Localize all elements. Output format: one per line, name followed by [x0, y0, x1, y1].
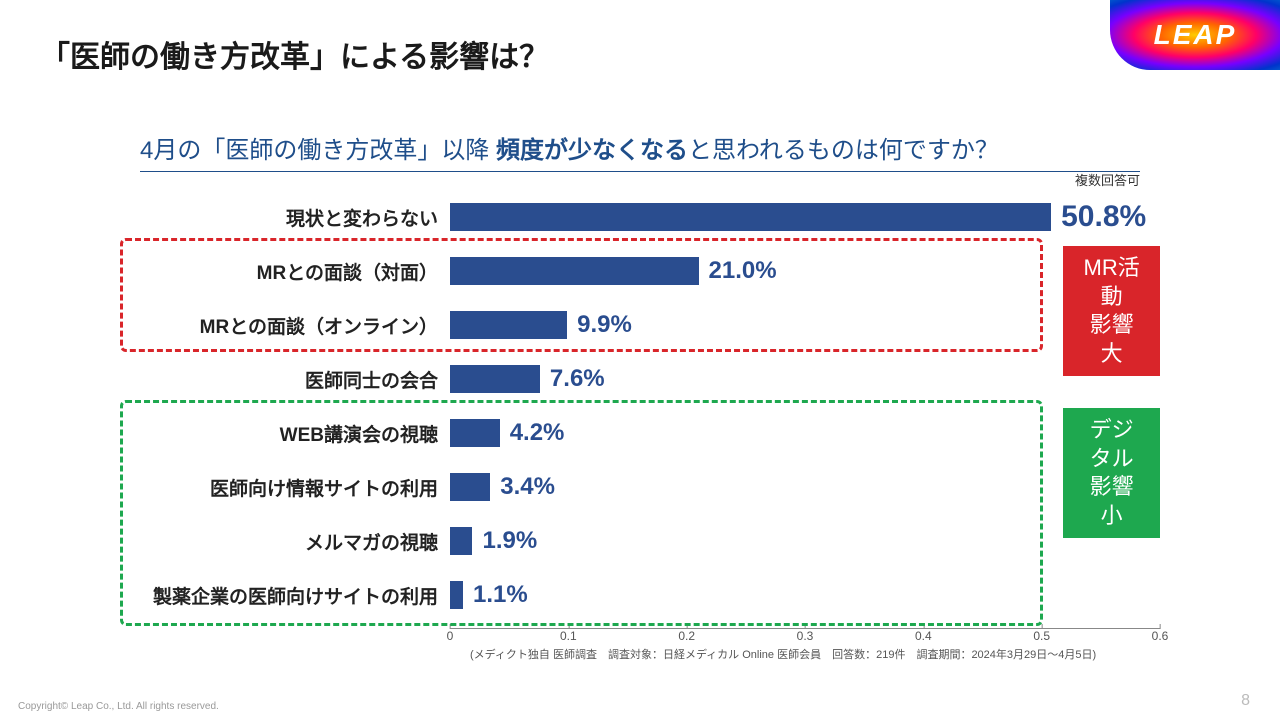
callout-line: MR活動: [1081, 254, 1142, 311]
source-note: (メディクト独自 医師調査 調査対象：日経メディカル Online 医師会員 回…: [470, 646, 1096, 662]
page-title: 「医師の働き方改革」による影響は？: [40, 32, 549, 76]
axis-tick: 0: [447, 629, 454, 643]
bar-zone: 7.6%: [450, 352, 1160, 406]
axis-tick: 0.4: [915, 629, 932, 643]
x-axis: 00.10.20.30.40.50.6: [450, 628, 1160, 648]
subtitle-bold: 頻度が少なくなる: [496, 137, 688, 164]
axis-tick: 0.1: [560, 629, 577, 643]
bar-chart: 現状と変わらない50.8%MRとの面談（対面）21.0%MRとの面談（オンライン…: [120, 190, 1160, 670]
axis-tick: 0.5: [1033, 629, 1050, 643]
subtitle-block: 4月の「医師の働き方改革」以降 頻度が少なくなると思われるものは何ですか？: [140, 130, 1140, 172]
bar: [450, 365, 540, 393]
axis-tick: 0.2: [678, 629, 695, 643]
bar-zone: 50.8%: [450, 190, 1160, 244]
mr-highlight-box: [120, 238, 1043, 352]
copyright-text: Copyright© Leap Co., Ltd. All rights res…: [18, 701, 219, 712]
subtitle: 4月の「医師の働き方改革」以降 頻度が少なくなると思われるものは何ですか？: [140, 130, 1140, 172]
axis-tick: 0.3: [797, 629, 814, 643]
category-label: 現状と変わらない: [120, 204, 450, 231]
callout-line: デジタル: [1081, 416, 1142, 473]
bar-row: 現状と変わらない 50.8%: [120, 190, 1160, 244]
digital-highlight-box: [120, 400, 1043, 626]
brand-logo: LEAP: [1110, 0, 1280, 70]
axis-tick: 0.6: [1152, 629, 1169, 643]
subtitle-post: と思われるものは何ですか？: [688, 137, 999, 164]
digital-callout: デジタル影響小: [1063, 408, 1160, 538]
callout-line: 影響大: [1081, 311, 1142, 368]
value-label: 7.6%: [550, 365, 605, 393]
subtitle-pre: 4月の「医師の働き方改革」以降: [140, 137, 496, 164]
callout-line: 影響小: [1081, 473, 1142, 530]
page-number: 8: [1241, 692, 1250, 710]
value-label: 50.8%: [1061, 200, 1146, 234]
bar-row: 医師同士の会合 7.6%: [120, 352, 1160, 406]
category-label: 医師同士の会合: [120, 366, 450, 393]
bar: [450, 203, 1051, 231]
mr-callout: MR活動影響大: [1063, 246, 1160, 376]
multi-answer-note: 複数回答可: [1075, 170, 1140, 189]
